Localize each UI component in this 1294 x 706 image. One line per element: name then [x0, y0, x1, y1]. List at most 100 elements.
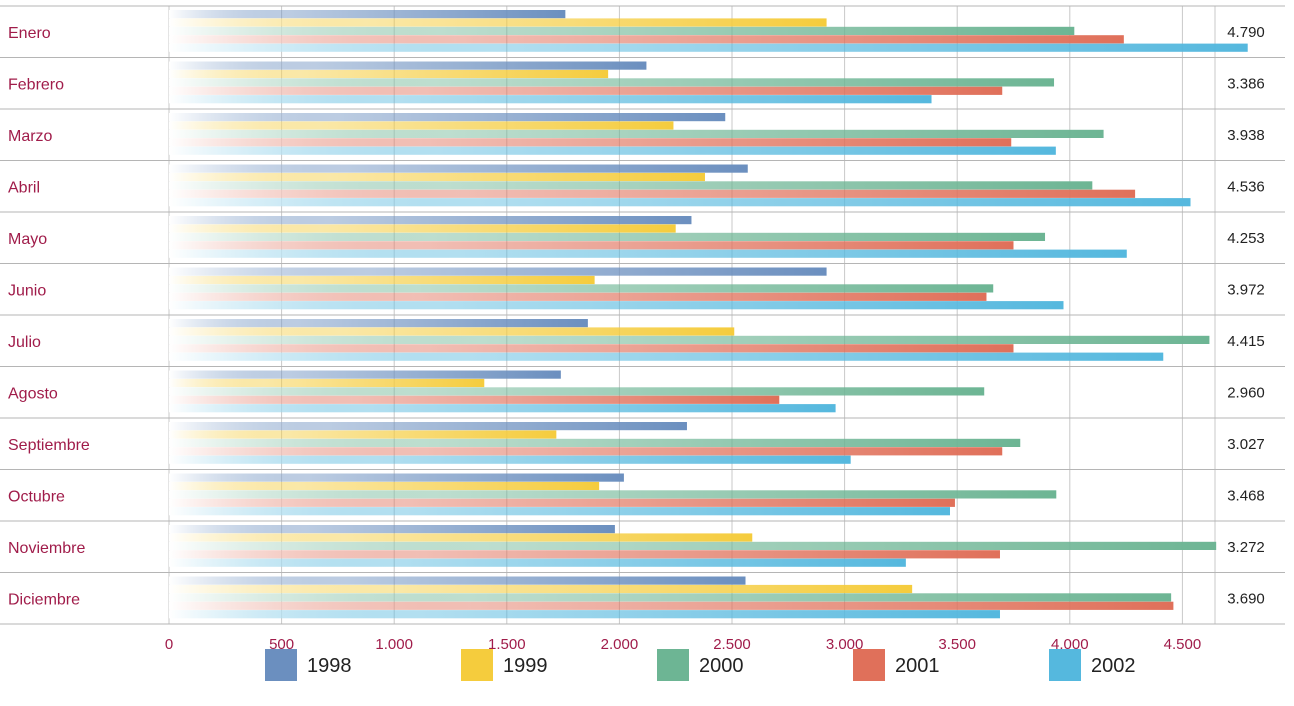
- total-value-label: 3.272: [1227, 539, 1265, 556]
- bar-2000-agosto: [169, 387, 985, 396]
- total-value-label: 2.960: [1227, 384, 1265, 401]
- total-value-label: 3.972: [1227, 281, 1265, 298]
- bar-1999-agosto: [169, 378, 485, 388]
- total-value-label: 4.790: [1227, 24, 1265, 41]
- bar-2000-julio: [169, 335, 1210, 344]
- legend-swatch-2002: [1049, 649, 1081, 681]
- bar-2001-diciembre: [169, 601, 1174, 610]
- legend-label-1999: 1999: [503, 655, 548, 677]
- x-axis-tick-labels: 0 500 1.000 1.500 2.000 2.500 3.000 3.500 4.000 4…: [165, 636, 1201, 653]
- x-tick-label: 0: [165, 636, 173, 653]
- legend-swatch-1998: [265, 649, 297, 681]
- bar-1998-diciembre: [169, 576, 746, 585]
- bar-2000-septiembre: [169, 438, 1021, 447]
- category-label: Julio: [8, 334, 41, 351]
- x-tick-label: 4.500: [1164, 636, 1202, 653]
- bar-2000-noviembre: [169, 541, 1217, 550]
- bar-2002-septiembre: [169, 455, 851, 464]
- bar-1998-agosto: [169, 370, 561, 379]
- row-separators: [0, 5, 1285, 625]
- bars: [169, 10, 1248, 619]
- total-value-label: 3.386: [1227, 75, 1265, 92]
- bar-2001-enero: [169, 35, 1124, 44]
- bar-2002-marzo: [169, 146, 1056, 155]
- bar-1998-octubre: [169, 473, 624, 482]
- bar-2002-octubre: [169, 507, 950, 516]
- bar-1999-febrero: [169, 69, 609, 79]
- bar-2001-marzo: [169, 138, 1012, 147]
- x-tick-label: 2.000: [601, 636, 639, 653]
- bar-2000-junio: [169, 284, 994, 293]
- bar-2000-abril: [169, 181, 1093, 190]
- bar-2000-mayo: [169, 232, 1046, 241]
- x-tick-label: 1.000: [375, 636, 413, 653]
- bar-2001-septiembre: [169, 447, 1003, 456]
- bar-2002-noviembre: [169, 558, 906, 567]
- category-label: Noviembre: [8, 540, 85, 557]
- x-tick-label: 4.000: [1051, 636, 1089, 653]
- bar-2002-diciembre: [169, 610, 1000, 619]
- bar-2002-febrero: [169, 95, 932, 104]
- x-tick-label: 3.000: [826, 636, 864, 653]
- x-tick-label: 2.500: [713, 636, 751, 653]
- bar-1999-abril: [169, 172, 705, 182]
- legend: 1998 1999 2000 2001 2002: [265, 649, 1136, 681]
- bar-1999-marzo: [169, 121, 674, 130]
- bar-1998-noviembre: [169, 525, 615, 534]
- legend-label-1998: 1998: [307, 655, 352, 677]
- bar-1998-junio: [169, 267, 827, 276]
- category-label: Agosto: [8, 385, 58, 402]
- bar-1998-enero: [169, 10, 566, 19]
- bar-2000-enero: [169, 26, 1075, 35]
- total-value-label: 3.690: [1227, 590, 1265, 607]
- bar-1998-mayo: [169, 216, 692, 225]
- bar-2000-diciembre: [169, 593, 1172, 602]
- bar-2000-febrero: [169, 78, 1055, 87]
- bar-2000-octubre: [169, 490, 1057, 499]
- bar-2001-mayo: [169, 241, 1014, 250]
- bar-1999-septiembre: [169, 430, 557, 439]
- bar-1998-febrero: [169, 61, 647, 70]
- total-value-label: 4.253: [1227, 230, 1265, 247]
- category-label: Mayo: [8, 231, 47, 248]
- x-tick-label: 3.500: [938, 636, 976, 653]
- bar-1998-marzo: [169, 113, 726, 122]
- bar-2001-abril: [169, 189, 1136, 198]
- bar-2001-febrero: [169, 86, 1003, 95]
- legend-label-2001: 2001: [895, 655, 940, 677]
- legend-swatch-2000: [657, 649, 689, 681]
- bar-2001-junio: [169, 292, 987, 301]
- bar-2002-junio: [169, 301, 1064, 310]
- category-label: Marzo: [8, 128, 53, 145]
- bar-1999-junio: [169, 275, 595, 285]
- category-label: Diciembre: [8, 591, 80, 608]
- category-label: Abril: [8, 179, 40, 196]
- bar-2002-mayo: [169, 249, 1127, 258]
- legend-label-2000: 2000: [699, 655, 744, 677]
- total-value-label: 4.415: [1227, 333, 1265, 350]
- bar-2001-agosto: [169, 395, 780, 404]
- category-labels: Enero Febrero Marzo Abril Mayo Junio Julio Agos…: [8, 25, 90, 609]
- bar-1999-octubre: [169, 481, 600, 491]
- bar-2000-marzo: [169, 129, 1104, 138]
- category-label: Octubre: [8, 488, 65, 505]
- bar-1999-noviembre: [169, 533, 753, 542]
- bar-1999-diciembre: [169, 584, 913, 594]
- bar-2002-enero: [169, 43, 1248, 52]
- legend-swatch-2001: [853, 649, 885, 681]
- bar-1999-julio: [169, 327, 735, 336]
- category-label: Enero: [8, 25, 51, 42]
- total-value-label: 4.536: [1227, 178, 1265, 195]
- total-value-label: 3.938: [1227, 127, 1265, 144]
- bar-2002-agosto: [169, 404, 836, 413]
- x-tick-label: 500: [269, 636, 294, 653]
- bar-2001-julio: [169, 344, 1014, 353]
- bar-2001-noviembre: [169, 550, 1000, 559]
- bar-1999-mayo: [169, 224, 676, 233]
- x-tick-label: 1.500: [488, 636, 526, 653]
- category-label: Septiembre: [8, 437, 90, 454]
- bar-2002-julio: [169, 352, 1164, 361]
- bar-2002-abril: [169, 198, 1191, 207]
- bar-1998-julio: [169, 319, 588, 328]
- bar-1998-septiembre: [169, 422, 687, 431]
